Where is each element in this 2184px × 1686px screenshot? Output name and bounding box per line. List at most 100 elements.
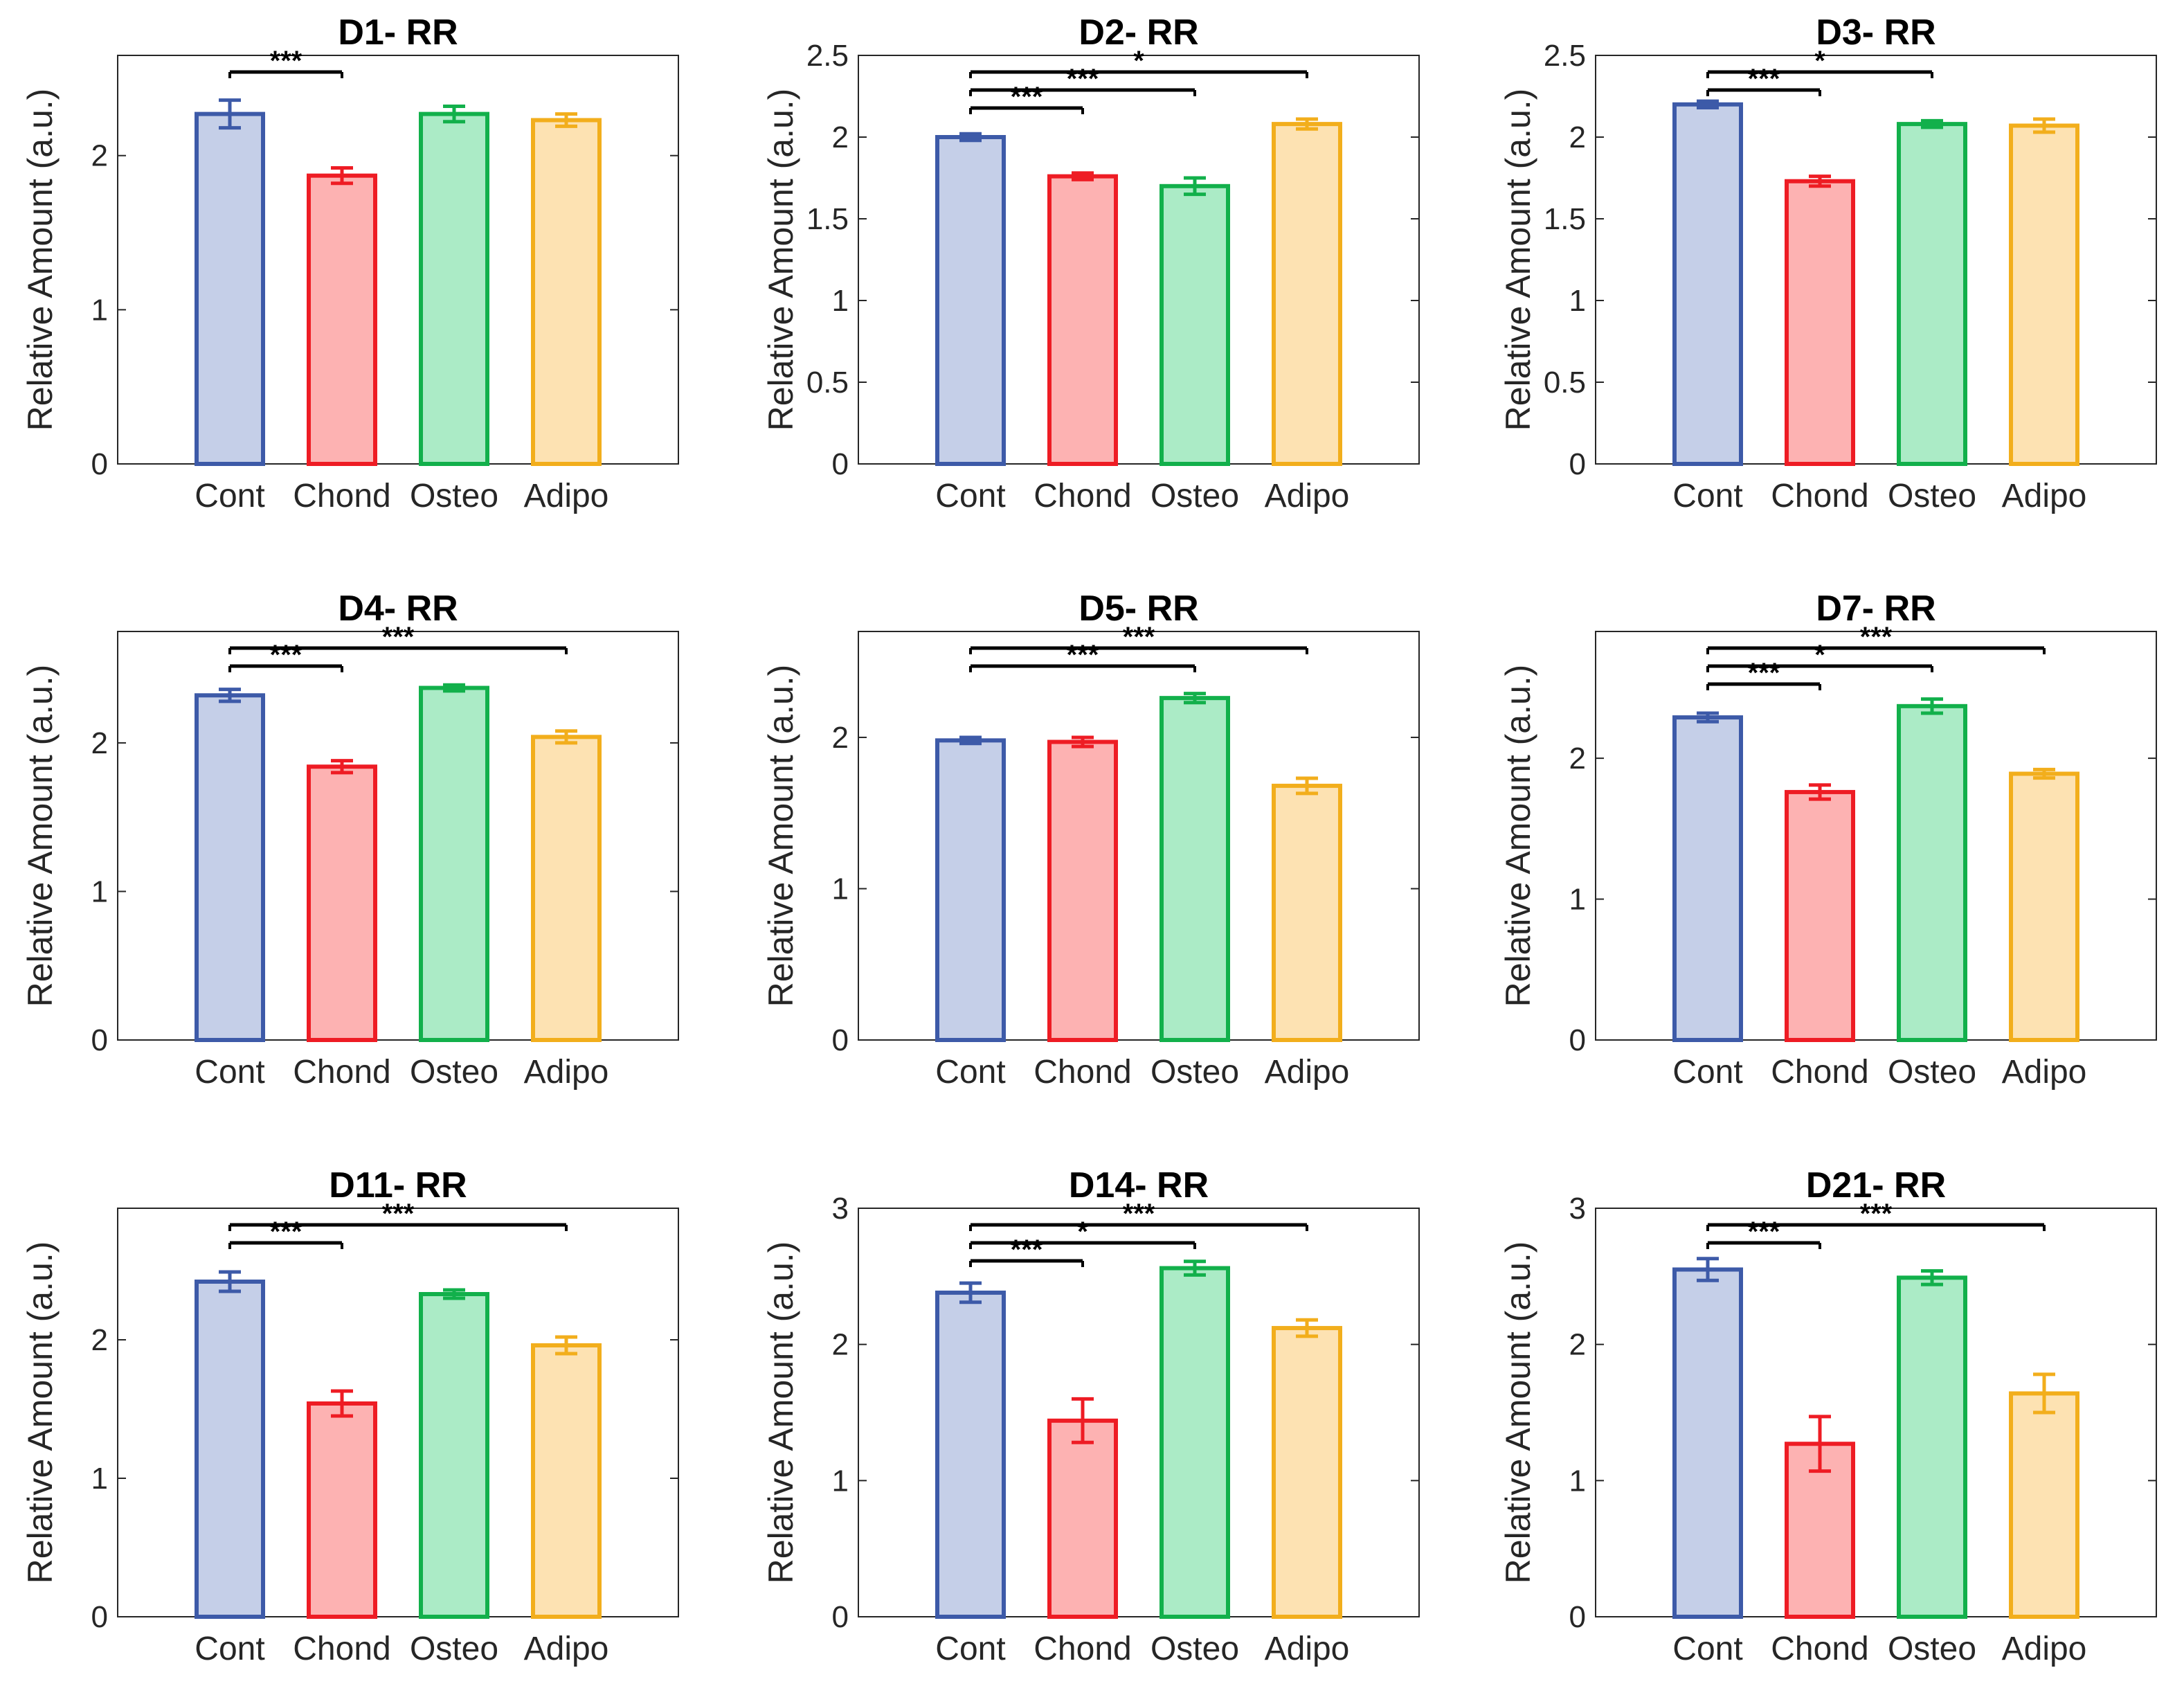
x-tick-label-osteo: Osteo	[410, 1054, 498, 1091]
y-axis-label: Relative Amount (a.u.)	[761, 665, 800, 1007]
axes-box	[1595, 1208, 2157, 1617]
y-tick-label: 1	[832, 1464, 849, 1498]
significance-label: ***	[1860, 622, 1893, 652]
y-tick-label: 2.5	[1544, 39, 1586, 73]
bar-adipo	[1272, 122, 1342, 466]
significance-label: ***	[1860, 1199, 1893, 1229]
bar-osteo	[1159, 1266, 1230, 1619]
significance-label: ***	[1748, 658, 1780, 688]
x-tick-label-adipo: Adipo	[524, 1631, 609, 1667]
significance-label: ***	[1748, 64, 1780, 94]
bar-adipo	[2009, 771, 2079, 1043]
chart-panel-2: D2- RR Relative Amount (a.u.) 0 0.5 1 1.5 2 2.5…	[761, 12, 1420, 514]
bar-adipo	[1272, 783, 1342, 1043]
y-tick-label: 1.5	[1544, 202, 1586, 236]
y-tick-label: 2	[832, 721, 849, 755]
x-tick-label-adipo: Adipo	[524, 478, 609, 514]
y-tick-label: 1	[1569, 284, 1586, 318]
y-axis-label: Relative Amount (a.u.)	[21, 89, 60, 431]
x-tick-label-chond: Chond	[293, 1631, 390, 1667]
y-tick-label: 0	[832, 1600, 849, 1634]
bar-osteo	[1897, 122, 1967, 466]
y-tick-label: 1	[832, 872, 849, 906]
significance-label: *	[1814, 46, 1825, 76]
y-tick-label: 1	[832, 284, 849, 318]
y-tick-label: 2	[1569, 742, 1586, 775]
y-axis-label: Relative Amount (a.u.)	[761, 1241, 800, 1584]
bar-cont	[195, 1280, 265, 1619]
axes-box	[117, 1208, 679, 1617]
chart-panel-3: D3- RR Relative Amount (a.u.) 0 0.5 1 1.5 2 2.5…	[1499, 12, 2157, 514]
significance-label: ***	[270, 46, 303, 76]
axes-box	[117, 631, 679, 1041]
x-tick-label-cont: Cont	[1672, 1631, 1742, 1667]
y-tick-label: 2.5	[806, 39, 849, 73]
significance-label: *	[1814, 640, 1825, 670]
bar-osteo	[419, 111, 489, 467]
x-tick-label-adipo: Adipo	[1265, 1054, 1350, 1091]
x-tick-label-osteo: Osteo	[410, 1631, 498, 1667]
bar-osteo	[1897, 703, 1967, 1042]
x-tick-label-adipo: Adipo	[1265, 478, 1350, 514]
x-tick-label-osteo: Osteo	[1150, 478, 1239, 514]
y-tick-label: 0.5	[806, 366, 849, 400]
y-tick-label: 2	[1569, 1328, 1586, 1362]
bar-adipo	[531, 118, 602, 466]
x-tick-label-osteo: Osteo	[1888, 1631, 1976, 1667]
x-tick-label-cont: Cont	[195, 1631, 264, 1667]
y-axis-label: Relative Amount (a.u.)	[761, 89, 800, 431]
chart-panel-4: D4- RR Relative Amount (a.u.) 0 1 2 Cont Chond…	[21, 589, 679, 1091]
x-tick-label-cont: Cont	[935, 1631, 1005, 1667]
x-tick-label-cont: Cont	[195, 478, 264, 514]
y-tick-label: 1	[91, 1462, 108, 1496]
y-tick-label: 2	[1569, 120, 1586, 154]
y-tick-label: 0.5	[1544, 366, 1586, 400]
y-tick-label: 1	[1569, 883, 1586, 917]
y-tick-label: 2	[91, 1323, 108, 1357]
y-axis-label: Relative Amount (a.u.)	[21, 1241, 60, 1584]
y-axis-label: Relative Amount (a.u.)	[1499, 1241, 1537, 1584]
y-tick-label: 1.5	[806, 202, 849, 236]
bar-osteo	[1159, 183, 1230, 466]
y-tick-label: 1	[91, 293, 108, 327]
bar-cont	[1672, 1267, 1743, 1619]
significance-label: ***	[382, 1199, 415, 1229]
significance-label: ***	[1011, 1235, 1043, 1265]
y-axis-label: Relative Amount (a.u.)	[21, 665, 60, 1007]
axes-box	[117, 55, 679, 465]
x-tick-label-adipo: Adipo	[2002, 478, 2087, 514]
x-tick-label-chond: Chond	[1771, 478, 1868, 514]
chart-title: D7- RR	[1816, 589, 1935, 629]
bar-cont	[935, 738, 1006, 1043]
x-tick-label-chond: Chond	[293, 478, 390, 514]
significance-label: ***	[1123, 1199, 1155, 1229]
y-tick-label: 2	[91, 139, 108, 173]
axes-box	[858, 1208, 1420, 1617]
bar-chond	[1047, 739, 1118, 1043]
significance-label: ***	[1067, 64, 1099, 94]
x-tick-label-chond: Chond	[293, 1054, 390, 1091]
x-tick-label-osteo: Osteo	[1888, 478, 1976, 514]
y-tick-label: 0	[832, 447, 849, 481]
bar-cont	[1672, 715, 1743, 1042]
bar-chond	[1785, 789, 1855, 1042]
significance-label: *	[1077, 1217, 1088, 1247]
y-tick-label: 0	[91, 447, 108, 481]
significance-label: ***	[1748, 1217, 1780, 1247]
y-tick-label: 2	[832, 120, 849, 154]
x-tick-label-adipo: Adipo	[2002, 1054, 2087, 1091]
bar-chond	[1785, 179, 1855, 466]
x-tick-label-adipo: Adipo	[2002, 1631, 2087, 1667]
bar-adipo	[2009, 123, 2079, 466]
chart-title: D21- RR	[1806, 1165, 1946, 1205]
x-tick-label-chond: Chond	[1034, 1631, 1131, 1667]
bar-chond	[307, 173, 377, 466]
x-tick-label-osteo: Osteo	[1150, 1054, 1239, 1091]
x-tick-label-chond: Chond	[1771, 1054, 1868, 1091]
x-tick-label-chond: Chond	[1771, 1631, 1868, 1667]
bar-osteo	[1159, 696, 1230, 1042]
chart-title: D2- RR	[1079, 12, 1198, 53]
y-tick-label: 0	[91, 1023, 108, 1057]
bar-cont	[195, 693, 265, 1042]
x-tick-label-chond: Chond	[1034, 1054, 1131, 1091]
